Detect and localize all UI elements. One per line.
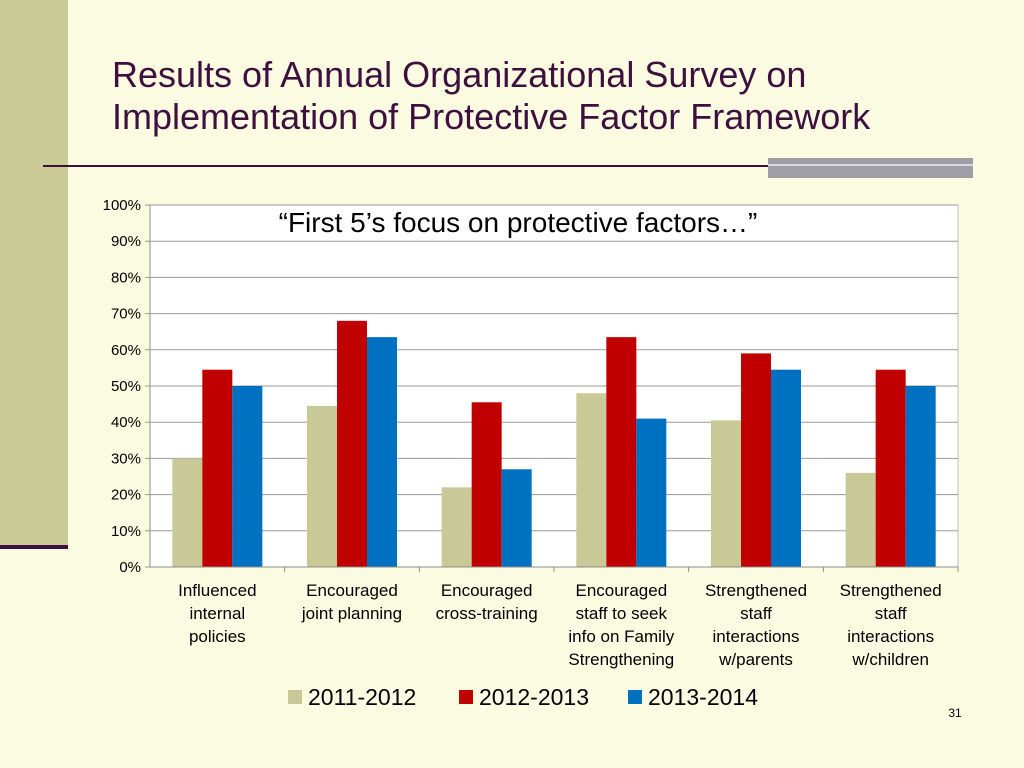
y-tick-label: 10% — [111, 523, 141, 540]
bar — [741, 353, 771, 567]
legend-swatch — [628, 690, 642, 704]
bar — [307, 405, 337, 567]
bar — [232, 386, 263, 567]
legend-swatch — [288, 690, 302, 704]
bar — [471, 402, 502, 567]
bar — [367, 337, 397, 567]
bar — [845, 472, 876, 567]
bar — [771, 369, 801, 567]
bar — [441, 487, 472, 567]
accent-bar — [768, 158, 973, 178]
bar — [905, 386, 936, 567]
bar — [576, 393, 607, 567]
bar — [501, 469, 532, 567]
y-tick-label: 30% — [111, 450, 141, 467]
category-label: Strengthened staff interactions w/parents — [705, 581, 807, 669]
y-tick-label: 80% — [111, 269, 141, 286]
y-tick-label: 100% — [103, 197, 141, 214]
legend-label: 2012-2013 — [479, 684, 589, 710]
y-tick-label: 20% — [111, 487, 141, 504]
bar — [172, 458, 203, 567]
bar — [875, 369, 906, 567]
bar — [711, 420, 741, 567]
y-tick-label: 50% — [111, 378, 141, 395]
left-band-divider — [0, 545, 68, 549]
bar — [202, 369, 233, 567]
bar — [606, 337, 637, 567]
page-number: 31 — [948, 706, 962, 720]
category-label: Strengthened staff interactions w/children — [840, 581, 942, 669]
legend-label: 2011-2012 — [308, 684, 416, 710]
left-decorative-band — [0, 0, 68, 546]
slide-title: Results of Annual Organizational Survey … — [112, 54, 871, 137]
category-label: Encouraged staff to seek info on Family Str… — [568, 581, 674, 669]
legend-label: 2013-2014 — [648, 684, 758, 710]
bar — [337, 320, 367, 567]
y-tick-label: 40% — [111, 414, 141, 431]
y-tick-label: 90% — [111, 233, 141, 250]
title-divider — [43, 165, 973, 167]
chart-annotation: “First 5’s focus on protective factors…” — [279, 207, 758, 238]
category-label: Encouraged cross-training — [436, 581, 538, 623]
legend-swatch — [459, 690, 473, 704]
bar — [636, 418, 667, 567]
y-tick-label: 0% — [119, 559, 141, 576]
y-tick-label: 60% — [111, 342, 141, 359]
category-label: Influenced internal policies — [178, 581, 256, 646]
y-tick-label: 70% — [111, 306, 141, 323]
category-label: Encouraged joint planning — [301, 581, 402, 623]
